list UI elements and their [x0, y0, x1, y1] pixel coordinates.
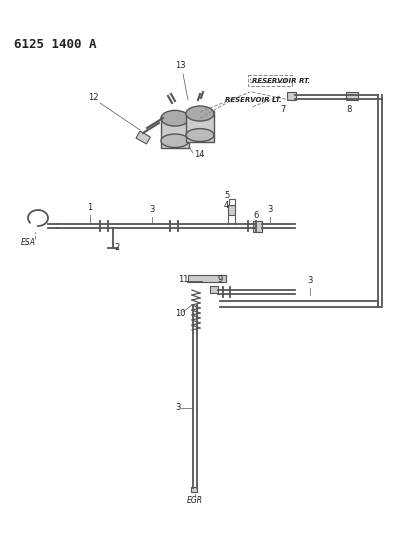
Text: 6125 1400 A: 6125 1400 A — [14, 38, 97, 51]
Text: 6: 6 — [253, 211, 258, 220]
Text: 1: 1 — [87, 203, 93, 212]
Text: 3: 3 — [307, 276, 313, 285]
Bar — [287, 92, 296, 100]
Bar — [191, 487, 197, 492]
Bar — [229, 199, 235, 205]
Bar — [228, 205, 235, 215]
Ellipse shape — [161, 110, 189, 126]
Text: 7: 7 — [280, 105, 286, 114]
Bar — [346, 92, 358, 100]
Text: 12: 12 — [88, 93, 98, 102]
Text: EGR: EGR — [187, 496, 203, 505]
Ellipse shape — [186, 106, 214, 121]
Text: 4: 4 — [224, 201, 229, 210]
Bar — [253, 221, 262, 232]
Bar — [188, 275, 226, 282]
Text: ESA: ESA — [20, 238, 35, 247]
Text: 8: 8 — [346, 105, 352, 114]
Text: 13: 13 — [175, 61, 185, 70]
Text: 3: 3 — [267, 205, 273, 214]
Text: 5: 5 — [224, 191, 229, 200]
Text: RESERVOIR LT.: RESERVOIR LT. — [225, 97, 282, 103]
Text: 14: 14 — [194, 150, 204, 159]
Bar — [136, 131, 151, 144]
Text: 10: 10 — [175, 309, 186, 318]
Bar — [186, 111, 214, 141]
Bar — [210, 286, 218, 293]
Text: 11: 11 — [178, 275, 188, 284]
Text: RESERVOIR RT.: RESERVOIR RT. — [252, 78, 310, 84]
Ellipse shape — [161, 134, 189, 148]
Ellipse shape — [186, 128, 214, 141]
Bar — [161, 116, 189, 148]
Text: 9: 9 — [218, 275, 223, 284]
Text: 2: 2 — [114, 243, 119, 252]
Text: 3: 3 — [175, 403, 180, 412]
Text: 3: 3 — [149, 205, 155, 214]
